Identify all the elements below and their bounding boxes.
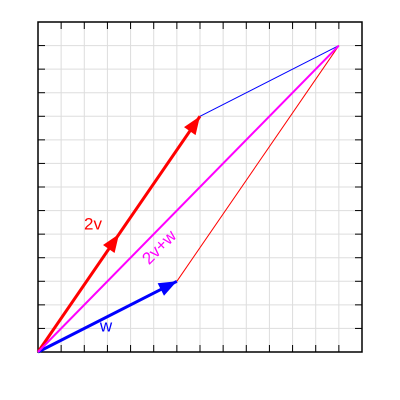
- vector-label: w: [99, 316, 113, 335]
- vector: [37, 44, 340, 353]
- parallel-side: [199, 45, 340, 117]
- vector-label: 2v: [84, 214, 102, 233]
- parallel-side: [176, 45, 340, 282]
- arrowhead: [184, 116, 200, 136]
- vector-label: 2v+w: [138, 226, 180, 268]
- arrowhead: [103, 234, 119, 253]
- arrowhead: [157, 281, 177, 296]
- vector: [37, 279, 178, 354]
- frame: [37, 21, 363, 353]
